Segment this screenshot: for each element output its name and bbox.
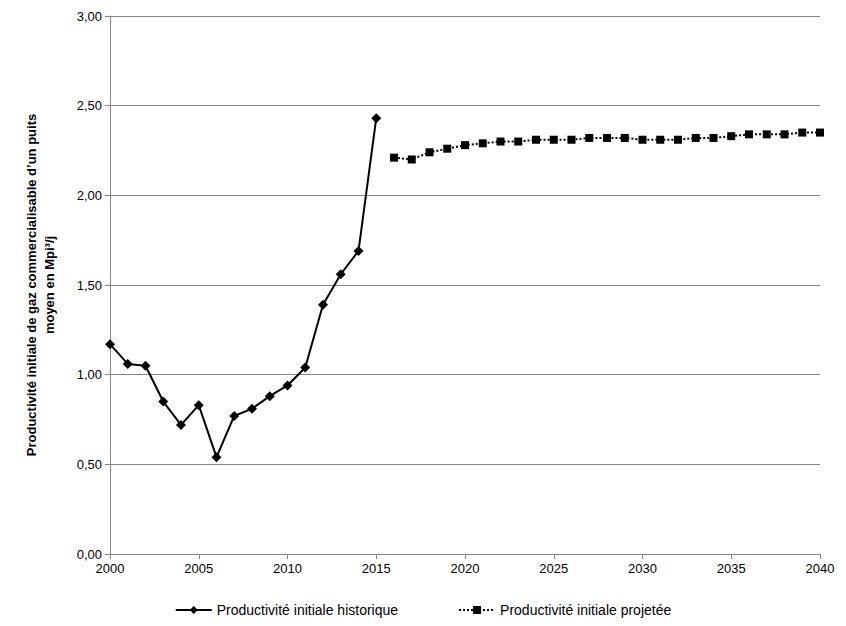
svg-text:2040: 2040 <box>806 561 835 576</box>
svg-text:2030: 2030 <box>628 561 657 576</box>
svg-text:Productivité initiale historiq: Productivité initiale historique <box>217 602 399 618</box>
svg-text:2010: 2010 <box>273 561 302 576</box>
svg-text:1,00: 1,00 <box>77 367 102 382</box>
svg-text:0,50: 0,50 <box>77 457 102 472</box>
svg-text:0,00: 0,00 <box>77 547 102 562</box>
svg-text:1,50: 1,50 <box>77 278 102 293</box>
svg-text:Productivité initiale de gaz c: Productivité initiale de gaz commerciali… <box>24 114 39 456</box>
svg-text:2015: 2015 <box>362 561 391 576</box>
svg-text:2,00: 2,00 <box>77 188 102 203</box>
svg-text:Productivité initiale projetée: Productivité initiale projetée <box>500 602 671 618</box>
svg-text:2,50: 2,50 <box>77 98 102 113</box>
svg-text:2020: 2020 <box>451 561 480 576</box>
svg-text:2000: 2000 <box>96 561 125 576</box>
svg-text:2025: 2025 <box>539 561 568 576</box>
svg-text:3,00: 3,00 <box>77 9 102 24</box>
svg-text:moyen en Mpi³/j: moyen en Mpi³/j <box>42 236 57 334</box>
svg-text:2005: 2005 <box>184 561 213 576</box>
svg-text:2035: 2035 <box>717 561 746 576</box>
